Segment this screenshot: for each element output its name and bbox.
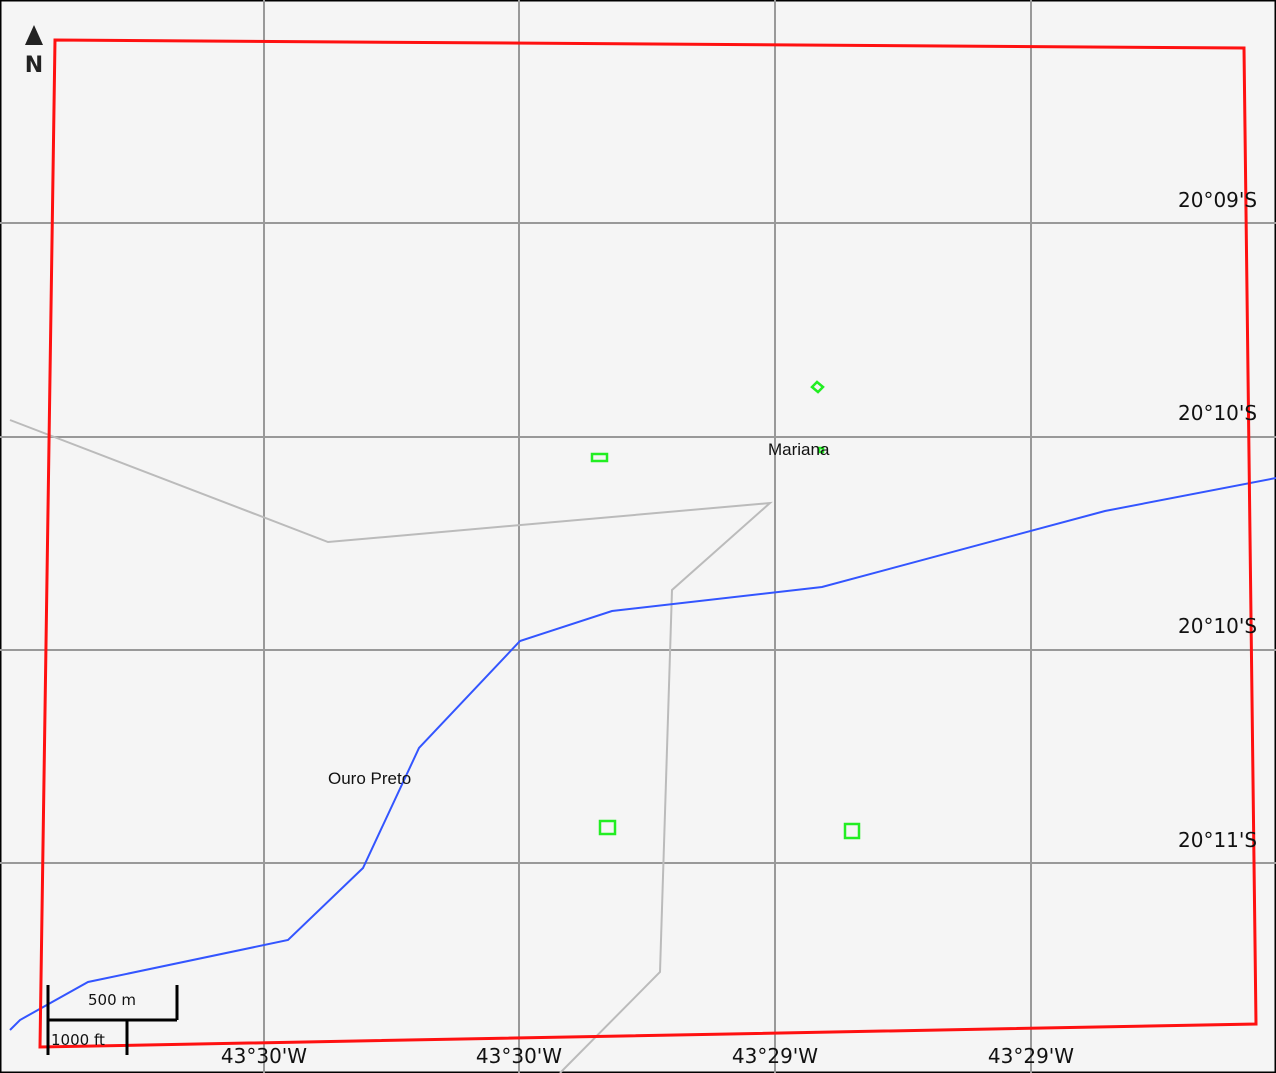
north-label: N <box>25 53 43 78</box>
study-area <box>38 38 1258 1049</box>
longitude-label: 43°30'W <box>476 1044 562 1068</box>
scale-label: 500 m <box>88 991 136 1009</box>
features <box>590 380 861 840</box>
north-arrow-head <box>25 25 43 45</box>
feature <box>810 380 825 394</box>
longitude-label: 43°30'W <box>221 1044 307 1068</box>
road <box>9 419 773 1073</box>
place-label: Ouro Preto <box>328 769 411 788</box>
latitude-label: 20°09'S <box>1178 188 1257 212</box>
longitude-label: 43°29'W <box>732 1044 818 1068</box>
place-label: Mariana <box>768 440 830 459</box>
latitude-label: 20°10'S <box>1178 614 1257 638</box>
longitude-label: 43°29'W <box>988 1044 1074 1068</box>
feature <box>843 822 861 840</box>
north-arrow: N <box>25 25 43 78</box>
feature <box>598 819 617 836</box>
feature <box>817 446 825 454</box>
river <box>9 477 1276 1031</box>
latitude-label: 20°11'S <box>1178 828 1257 852</box>
scale-label: 1000 ft <box>51 1031 105 1049</box>
feature <box>590 452 609 463</box>
latitude-label: 20°10'S <box>1178 401 1257 425</box>
scale-bar <box>46 985 179 1055</box>
